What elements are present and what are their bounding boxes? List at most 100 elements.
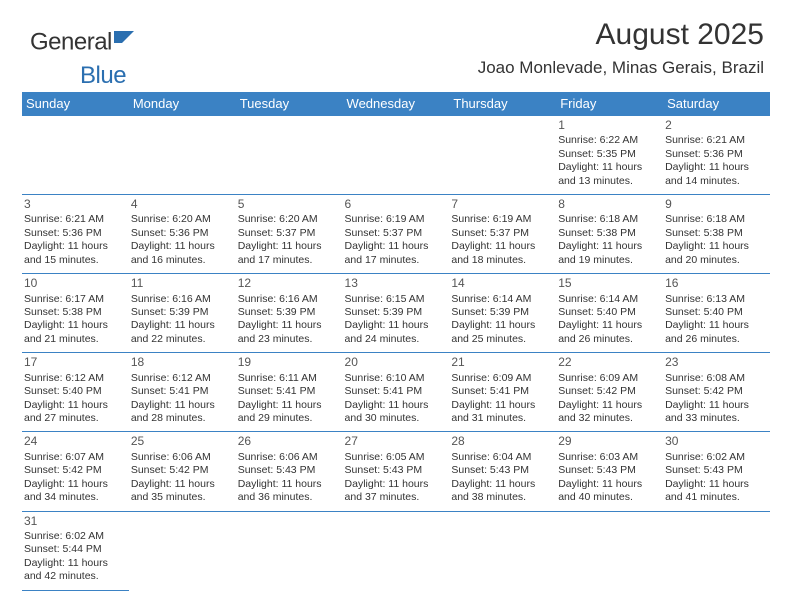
sunset-line: Sunset: 5:38 PM — [24, 306, 125, 319]
day-number: 16 — [665, 276, 766, 291]
sunset-line: Sunset: 5:39 PM — [131, 306, 232, 319]
daylight-line: Daylight: 11 hours and 17 minutes. — [238, 240, 339, 267]
calendar-cell: 25Sunrise: 6:06 AMSunset: 5:42 PMDayligh… — [129, 432, 236, 511]
sunset-line: Sunset: 5:37 PM — [345, 227, 446, 240]
day-number: 23 — [665, 355, 766, 370]
sunrise-line: Sunrise: 6:18 AM — [665, 213, 766, 226]
calendar-cell: 21Sunrise: 6:09 AMSunset: 5:41 PMDayligh… — [449, 353, 556, 432]
daylight-line: Daylight: 11 hours and 33 minutes. — [665, 399, 766, 426]
calendar-cell: 30Sunrise: 6:02 AMSunset: 5:43 PMDayligh… — [663, 432, 770, 511]
sunrise-line: Sunrise: 6:19 AM — [451, 213, 552, 226]
calendar-cell-empty — [236, 511, 343, 590]
day-number: 9 — [665, 197, 766, 212]
calendar-cell: 16 Sunrise: 6:13 AMSunset: 5:40 PMDayligh… — [663, 274, 770, 353]
day-number: 14 — [451, 276, 552, 291]
calendar-cell-empty — [343, 511, 450, 590]
sunset-line: Sunset: 5:43 PM — [665, 464, 766, 477]
calendar-cell: 12Sunrise: 6:16 AMSunset: 5:39 PMDayligh… — [236, 274, 343, 353]
sunrise-line: Sunrise: 6:12 AM — [24, 372, 125, 385]
weekday-header: Saturday — [663, 92, 770, 116]
sunset-line: Sunset: 5:40 PM — [558, 306, 659, 319]
sunrise-line: Sunrise: 6:04 AM — [451, 451, 552, 464]
day-number: 18 — [131, 355, 232, 370]
calendar-cell: 23Sunrise: 6:08 AMSunset: 5:42 PMDayligh… — [663, 353, 770, 432]
sunset-line: Sunset: 5:36 PM — [131, 227, 232, 240]
sunset-line: Sunset: 5:38 PM — [665, 227, 766, 240]
daylight-line: Daylight: 11 hours and 40 minutes. — [558, 478, 659, 505]
daylight-line: Daylight: 11 hours and 14 minutes. — [665, 161, 766, 188]
calendar-row: 24Sunrise: 6:07 AMSunset: 5:42 PMDayligh… — [22, 432, 770, 511]
day-number: 25 — [131, 434, 232, 449]
calendar-cell: 15Sunrise: 6:14 AMSunset: 5:40 PMDayligh… — [556, 274, 663, 353]
sunrise-line: Sunrise: 6:06 AM — [238, 451, 339, 464]
calendar-row: 3Sunrise: 6:21 AMSunset: 5:36 PMDaylight… — [22, 195, 770, 274]
sunrise-line: Sunrise: 6:13 AM — [665, 293, 766, 306]
daylight-line: Daylight: 11 hours and 24 minutes. — [345, 319, 446, 346]
day-number: 1 — [558, 118, 659, 133]
sunset-line: Sunset: 5:37 PM — [451, 227, 552, 240]
day-number: 11 — [131, 276, 232, 291]
day-number: 24 — [24, 434, 125, 449]
calendar-cell: 13 Sunrise: 6:15 AMSunset: 5:39 PMDayligh… — [343, 274, 450, 353]
calendar-cell-empty — [663, 511, 770, 590]
daylight-line: Daylight: 11 hours and 17 minutes. — [345, 240, 446, 267]
sunset-line: Sunset: 5:40 PM — [665, 306, 766, 319]
sunrise-line: Sunrise: 6:06 AM — [131, 451, 232, 464]
calendar-cell: 3Sunrise: 6:21 AMSunset: 5:36 PMDaylight… — [22, 195, 129, 274]
day-number: 28 — [451, 434, 552, 449]
daylight-line: Daylight: 11 hours and 26 minutes. — [665, 319, 766, 346]
day-number: 13 — [345, 276, 446, 291]
sunrise-line: Sunrise: 6:17 AM — [24, 293, 125, 306]
daylight-line: Daylight: 11 hours and 18 minutes. — [451, 240, 552, 267]
weekday-header: Sunday — [22, 92, 129, 116]
day-number: 4 — [131, 197, 232, 212]
daylight-line: Daylight: 11 hours and 16 minutes. — [131, 240, 232, 267]
sunrise-line: Sunrise: 6:14 AM — [451, 293, 552, 306]
calendar-cell-empty — [449, 511, 556, 590]
day-number: 22 — [558, 355, 659, 370]
sunset-line: Sunset: 5:42 PM — [24, 464, 125, 477]
day-number: 31 — [24, 514, 125, 529]
sunset-line: Sunset: 5:42 PM — [665, 385, 766, 398]
weekday-header: Wednesday — [343, 92, 450, 116]
calendar-cell-empty — [22, 116, 129, 195]
sunrise-line: Sunrise: 6:12 AM — [131, 372, 232, 385]
sunrise-line: Sunrise: 6:02 AM — [665, 451, 766, 464]
day-number: 20 — [345, 355, 446, 370]
daylight-line: Daylight: 11 hours and 37 minutes. — [345, 478, 446, 505]
sunrise-line: Sunrise: 6:15 AM — [345, 293, 446, 306]
sunrise-line: Sunrise: 6:07 AM — [24, 451, 125, 464]
sunrise-line: Sunrise: 6:21 AM — [665, 134, 766, 147]
sunset-line: Sunset: 5:39 PM — [345, 306, 446, 319]
calendar-cell: 22Sunrise: 6:09 AMSunset: 5:42 PMDayligh… — [556, 353, 663, 432]
sunset-line: Sunset: 5:43 PM — [345, 464, 446, 477]
day-number: 2 — [665, 118, 766, 133]
daylight-line: Daylight: 11 hours and 34 minutes. — [24, 478, 125, 505]
weekday-header: Tuesday — [236, 92, 343, 116]
day-number: 17 — [24, 355, 125, 370]
daylight-line: Daylight: 11 hours and 30 minutes. — [345, 399, 446, 426]
sunset-line: Sunset: 5:42 PM — [131, 464, 232, 477]
sunset-line: Sunset: 5:44 PM — [24, 543, 125, 556]
sunset-line: Sunset: 5:39 PM — [451, 306, 552, 319]
calendar-cell: 24 Sunrise: 6:07 AMSunset: 5:42 PMDayligh… — [22, 432, 129, 511]
daylight-line: Daylight: 11 hours and 23 minutes. — [238, 319, 339, 346]
calendar-cell: 11Sunrise: 6:16 AMSunset: 5:39 PMDayligh… — [129, 274, 236, 353]
calendar-cell: 19Sunrise: 6:11 AMSunset: 5:41 PMDayligh… — [236, 353, 343, 432]
calendar-row: 10Sunrise: 6:17 AMSunset: 5:38 PMDayligh… — [22, 274, 770, 353]
daylight-line: Daylight: 11 hours and 15 minutes. — [24, 240, 125, 267]
sunset-line: Sunset: 5:41 PM — [451, 385, 552, 398]
sunset-line: Sunset: 5:36 PM — [665, 148, 766, 161]
calendar-cell: 6Sunrise: 6:19 AMSunset: 5:37 PMDaylight… — [343, 195, 450, 274]
daylight-line: Daylight: 11 hours and 38 minutes. — [451, 478, 552, 505]
calendar-cell: 8Sunrise: 6:18 AMSunset: 5:38 PMDaylight… — [556, 195, 663, 274]
sunrise-line: Sunrise: 6:20 AM — [131, 213, 232, 226]
calendar-cell: 5Sunrise: 6:20 AMSunset: 5:37 PMDaylight… — [236, 195, 343, 274]
day-number: 5 — [238, 197, 339, 212]
calendar-cell-empty — [449, 116, 556, 195]
calendar-row: 31Sunrise: 6:02 AMSunset: 5:44 PMDayligh… — [22, 511, 770, 590]
daylight-line: Daylight: 11 hours and 36 minutes. — [238, 478, 339, 505]
sunrise-line: Sunrise: 6:22 AM — [558, 134, 659, 147]
calendar-cell: 4Sunrise: 6:20 AMSunset: 5:36 PMDaylight… — [129, 195, 236, 274]
sunrise-line: Sunrise: 6:05 AM — [345, 451, 446, 464]
